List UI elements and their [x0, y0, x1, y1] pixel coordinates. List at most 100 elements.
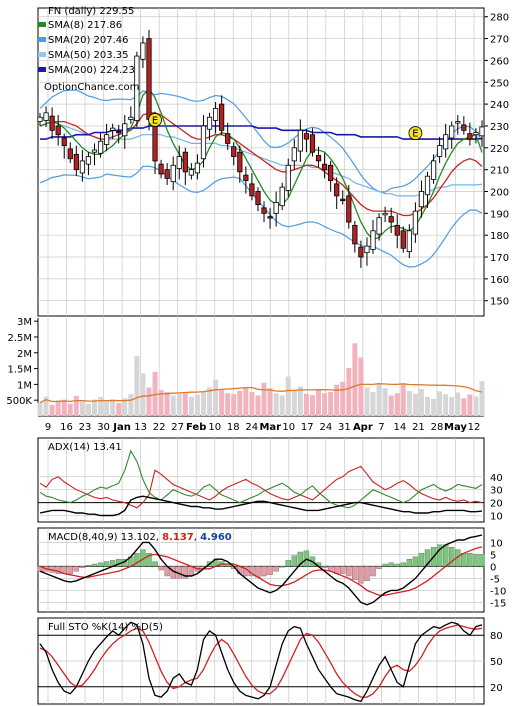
- macd-histogram-bar: [473, 554, 479, 567]
- stoch-k-line: [39, 621, 483, 703]
- x-tick-label: 24: [245, 422, 258, 433]
- candle: [273, 202, 279, 214]
- volume-bar: [225, 393, 231, 416]
- volume-bar: [164, 391, 170, 416]
- volume-bar: [73, 395, 79, 416]
- macd-histogram-bar: [85, 565, 92, 567]
- macd-histogram-bar: [91, 563, 98, 567]
- stochastic-plot: 80 50 20 Full STO %K(14) %D(5): [38, 618, 503, 704]
- volume-bar: [140, 373, 146, 416]
- candle: [400, 230, 406, 249]
- legend: FN (daily) 229.55 SMA(8) 217.86 SMA(20) 20…: [38, 6, 139, 93]
- candle: [358, 246, 364, 258]
- candle: [43, 112, 49, 121]
- x-tick-label: 23: [79, 422, 92, 433]
- volume-bar: [67, 403, 73, 416]
- volume-tick-label: 1.5M: [7, 365, 32, 376]
- macd-histogram-bar: [352, 566, 358, 580]
- candle: [97, 140, 104, 154]
- volume-bar: [309, 395, 315, 416]
- volume-bar: [122, 398, 128, 416]
- volume-bar: [170, 395, 176, 416]
- macd-histogram-bar: [297, 551, 304, 567]
- volume-bar: [49, 404, 55, 416]
- candle: [122, 123, 128, 137]
- volume-bar: [382, 388, 388, 416]
- volume-bar: [91, 399, 97, 416]
- macd-histogram-bar: [418, 553, 425, 567]
- earnings-marker-label: E: [152, 115, 158, 126]
- volume-bar: [412, 393, 418, 416]
- candle: [249, 183, 255, 197]
- macd-histogram-bar: [55, 566, 61, 574]
- x-tick-label: 27: [171, 422, 184, 433]
- x-tick-label: 28: [431, 422, 444, 433]
- volume-tick-label: 2.5M: [7, 333, 32, 344]
- macd-histogram-bar: [67, 566, 73, 574]
- x-axis: 9 16 23 30 Jan 13 22 27 Feb 10 18 24 Mar 10 17 24 31 Apr 7…: [45, 422, 481, 433]
- x-tick-label: 21: [412, 422, 425, 433]
- candle: [79, 160, 85, 174]
- x-tick-label: 31: [338, 422, 351, 433]
- candle: [437, 145, 443, 157]
- legend-item: SMA(8) 217.86: [48, 20, 122, 31]
- macd-line: [39, 534, 483, 606]
- macd-histogram-bar: [370, 566, 376, 577]
- macd-histogram-bar: [103, 561, 110, 567]
- volume-bar: [261, 382, 267, 416]
- volume-bar: [437, 391, 443, 416]
- stochastic-title: Full STO %K(14) %D(5): [48, 622, 163, 633]
- volume-bar: [146, 387, 152, 416]
- candle: [370, 230, 376, 250]
- macd-histogram-bar: [291, 555, 298, 567]
- candle: [212, 108, 219, 121]
- candle: [340, 198, 346, 202]
- macd-signal-line: [39, 546, 483, 596]
- candle: [473, 132, 479, 136]
- candle: [231, 146, 237, 157]
- volume-bar: [188, 396, 194, 416]
- candle: [309, 134, 316, 153]
- candle: [37, 116, 43, 122]
- x-tick-label: 10: [208, 422, 221, 433]
- macd-panel: [37, 527, 485, 613]
- candle: [334, 183, 340, 197]
- watermark: OptionChance.com: [44, 82, 139, 93]
- candle: [291, 147, 297, 162]
- candle: [104, 134, 110, 145]
- candle: [449, 125, 455, 139]
- volume-bar: [388, 395, 394, 416]
- macd-title: MACD(8,40,9) 13.102, 8.137, 4.960: [48, 532, 232, 543]
- y-tick-label: 180: [490, 231, 509, 242]
- volume-plot: 3M 2.5M 2M 1.5M 1M 500K: [6, 317, 485, 416]
- candle: [225, 133, 231, 144]
- bollinger-lower: [39, 165, 483, 268]
- x-tick-label: 17: [301, 422, 314, 433]
- sma-red-line: [39, 112, 483, 217]
- macd-histogram-bar: [285, 560, 291, 567]
- volume-bar: [194, 394, 200, 416]
- candle: [152, 122, 158, 162]
- volume-bar: [303, 393, 309, 416]
- candle: [418, 191, 425, 208]
- volume-bar: [400, 384, 406, 416]
- macd-title-part: 8.137: [162, 532, 194, 543]
- adx-di-plus-line: [39, 449, 483, 509]
- y-tick-label: 150: [490, 297, 509, 308]
- volume-bar: [200, 391, 206, 416]
- y-tick-label: 240: [490, 100, 509, 111]
- x-tick-label: 16: [60, 422, 73, 433]
- macd-title-part: ,: [194, 532, 200, 543]
- volume-bar: [134, 355, 140, 416]
- x-tick-label: 22: [153, 422, 166, 433]
- macd-histogram-bar: [412, 556, 419, 567]
- volume-bar: [340, 381, 346, 416]
- macd-title-part: MACD(8,40,9) 13.102,: [48, 532, 162, 543]
- volume-bar: [104, 401, 110, 416]
- y-tick-label: 190: [490, 209, 509, 220]
- candle: [134, 55, 140, 121]
- y-tick-label: 200: [490, 187, 509, 198]
- volume-bar: [346, 367, 352, 416]
- y-tick-label: 10: [490, 512, 503, 523]
